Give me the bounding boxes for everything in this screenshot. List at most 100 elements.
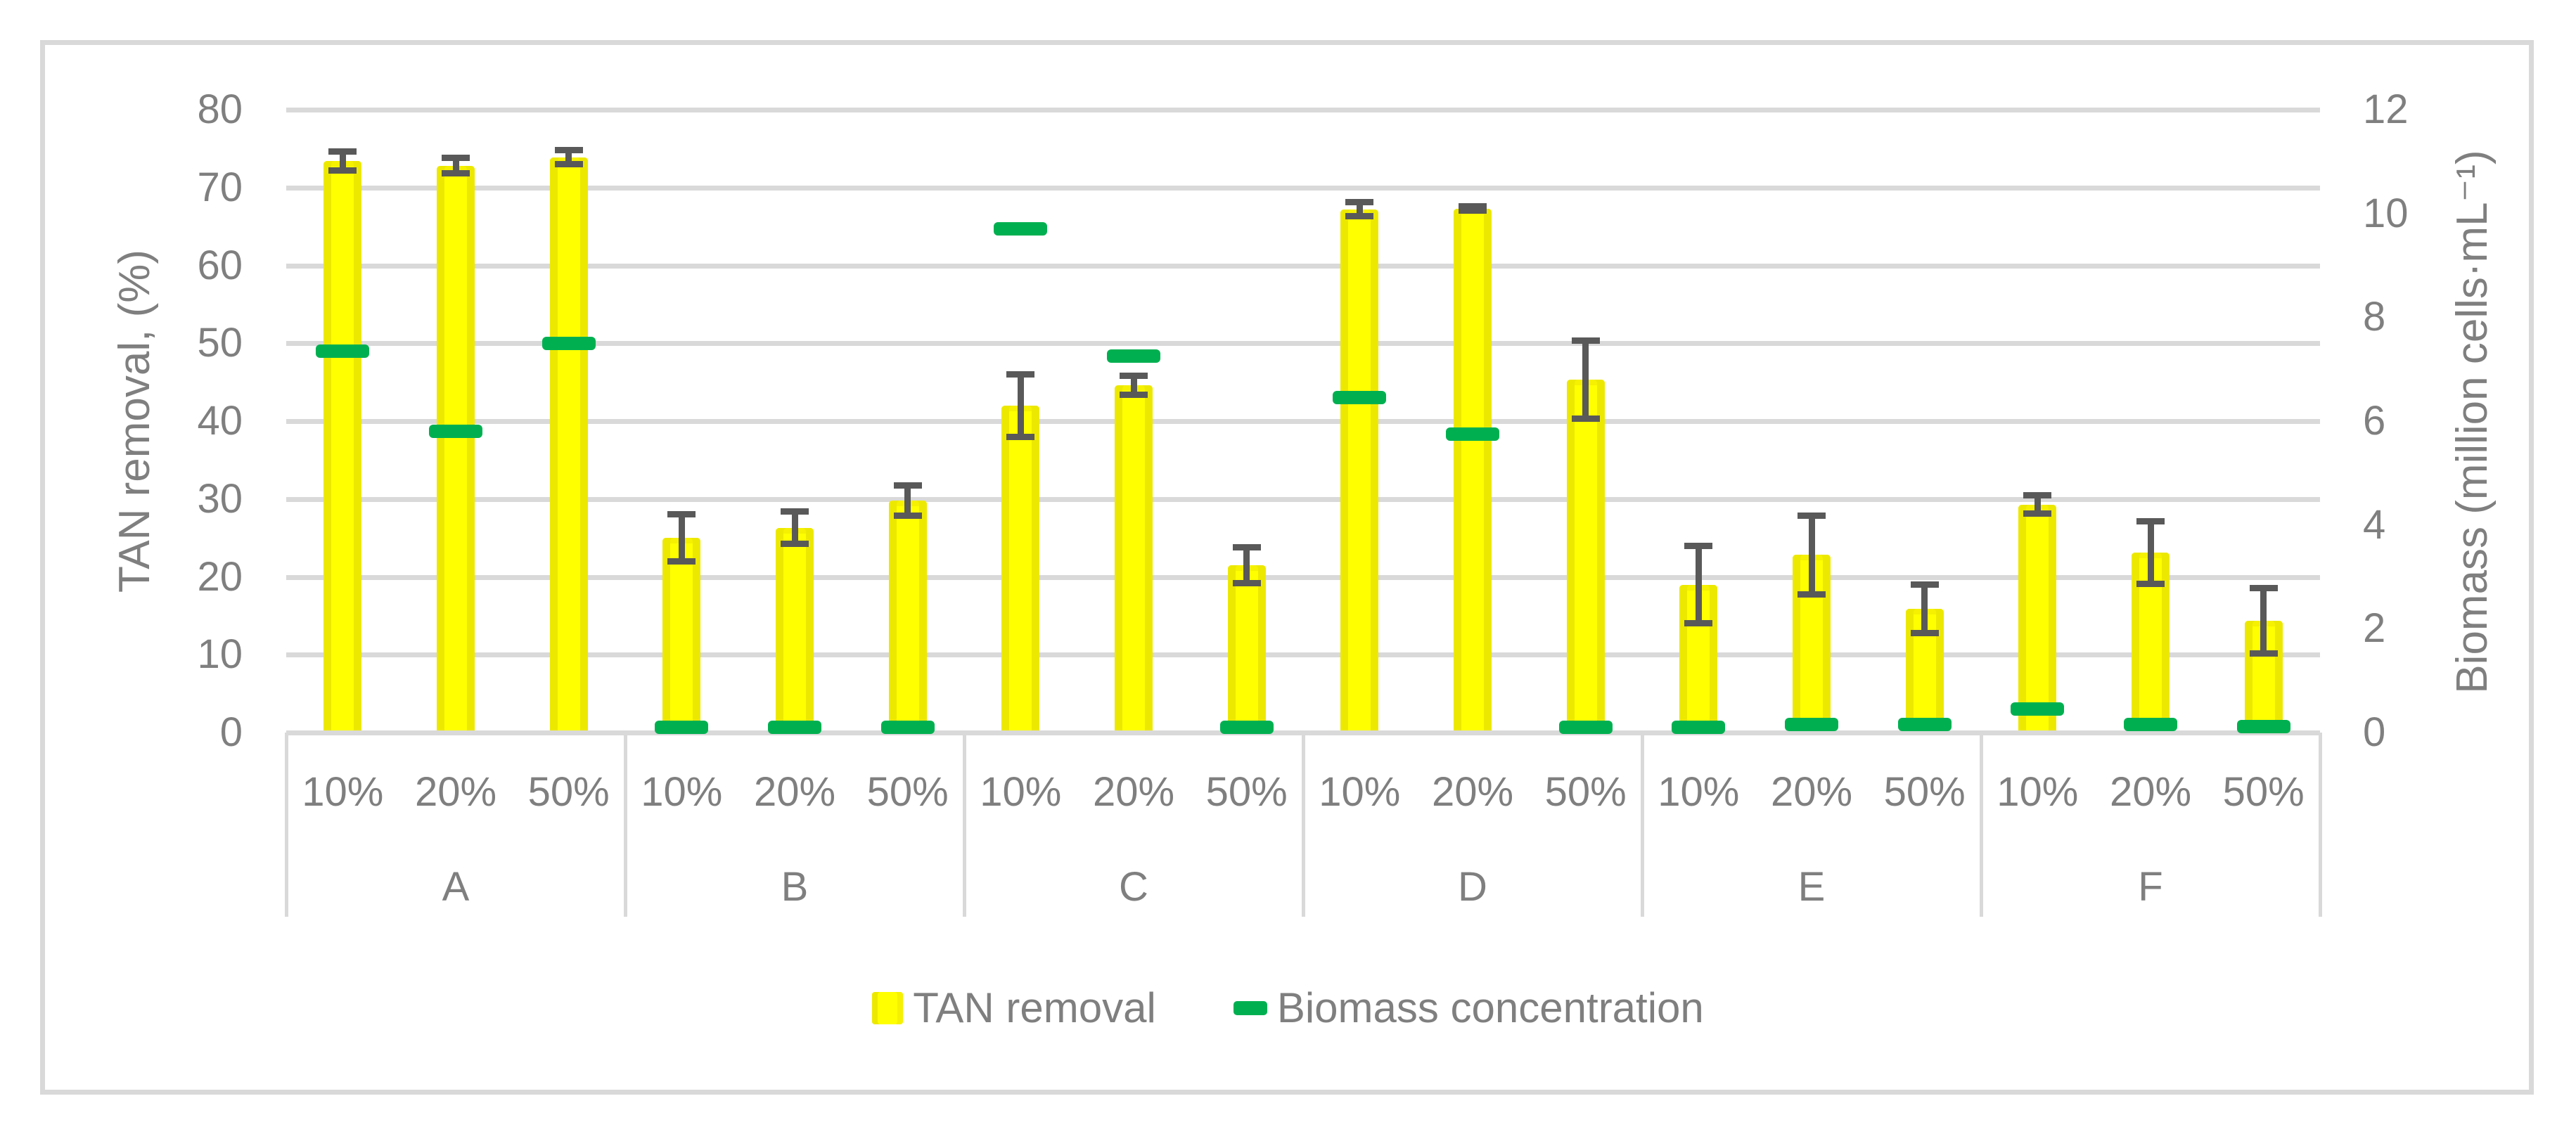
error-bar-cap-bottom bbox=[667, 558, 696, 565]
figure-border bbox=[40, 40, 2534, 1095]
error-bar-cap-top bbox=[1459, 202, 1487, 210]
left-axis-title: TAN removal, (%) bbox=[110, 249, 159, 593]
error-bar-cap-bottom bbox=[1910, 629, 1939, 636]
left-axis-tick: 40 bbox=[197, 398, 243, 444]
legend-label-biomass: Biomass concentration bbox=[1276, 984, 1704, 1031]
biomass-dash bbox=[1672, 721, 1726, 735]
subcategory-label: 10% bbox=[302, 769, 384, 815]
error-bar-line bbox=[1130, 375, 1137, 395]
error-bar-cap-bottom bbox=[1684, 620, 1713, 627]
subcategory-label: 10% bbox=[980, 769, 1062, 815]
subcategory-label: 10% bbox=[1658, 769, 1740, 815]
subcategory-label: 10% bbox=[1997, 769, 2079, 815]
error-bar-cap-bottom bbox=[1798, 591, 1826, 598]
tan-removal-bar bbox=[437, 165, 475, 734]
subcategory-label: 20% bbox=[2109, 769, 2192, 815]
error-bar-line bbox=[1356, 202, 1363, 217]
left-axis-tick: 50 bbox=[197, 320, 243, 366]
subcategory-label: 50% bbox=[1544, 769, 1627, 815]
biomass-dash bbox=[316, 344, 370, 358]
error-bar-cap-top bbox=[1571, 337, 1600, 344]
tan-removal-bar bbox=[888, 500, 927, 734]
error-bar-cap-top bbox=[2136, 518, 2165, 525]
legend-label-tan-removal: TAN removal bbox=[913, 984, 1156, 1031]
tan-removal-bar bbox=[1001, 405, 1040, 734]
error-bar-cap-bottom bbox=[554, 161, 583, 168]
biomass-dash bbox=[1897, 718, 1952, 732]
error-bar-line bbox=[1243, 547, 1250, 584]
error-bar-line bbox=[2147, 521, 2154, 584]
biomass-dash bbox=[429, 425, 482, 439]
category-divider bbox=[963, 733, 966, 917]
biomass-dash bbox=[1219, 721, 1274, 735]
error-bar-cap-top bbox=[1120, 373, 1148, 380]
tan-removal-bar bbox=[1566, 380, 1605, 734]
legend-item-tan-removal: TAN removal bbox=[872, 987, 1156, 1029]
error-bar-line bbox=[452, 157, 459, 174]
left-axis-tick: 0 bbox=[219, 709, 243, 755]
subcategory-label: 20% bbox=[414, 769, 497, 815]
error-bar-cap-bottom bbox=[2136, 580, 2165, 587]
left-axis-tick: 10 bbox=[197, 631, 243, 678]
gridline bbox=[286, 496, 2320, 502]
gridline bbox=[286, 108, 2320, 112]
error-bar-cap-bottom bbox=[2249, 650, 2278, 657]
biomass-dash bbox=[655, 721, 709, 735]
error-bar-cap-top bbox=[1684, 542, 1713, 549]
error-bar-cap-top bbox=[1006, 371, 1035, 378]
error-bar-cap-top bbox=[781, 508, 809, 515]
error-bar-line bbox=[904, 485, 911, 515]
tan-removal-bar bbox=[1115, 385, 1153, 734]
subcategory-label: 50% bbox=[527, 769, 610, 815]
biomass-dash bbox=[880, 721, 935, 735]
error-bar-cap-top bbox=[667, 511, 696, 518]
error-bar-line bbox=[2034, 495, 2041, 514]
left-axis-tick: 60 bbox=[197, 242, 243, 288]
subcategory-label: 10% bbox=[641, 769, 723, 815]
error-bar-cap-top bbox=[442, 155, 470, 162]
tan-removal-swatch-icon bbox=[872, 992, 904, 1024]
category-divider bbox=[2319, 733, 2322, 917]
error-bar-cap-bottom bbox=[442, 170, 470, 177]
tan-removal-bar bbox=[549, 157, 588, 734]
error-bar-cap-bottom bbox=[1345, 213, 1374, 220]
category-divider bbox=[1980, 733, 1983, 917]
group-label: A bbox=[442, 864, 470, 910]
error-bar-line bbox=[678, 514, 685, 562]
right-axis-tick: 8 bbox=[2363, 294, 2386, 340]
biomass-dash bbox=[1446, 427, 1499, 441]
gridline bbox=[286, 185, 2320, 191]
biomass-dash bbox=[2236, 719, 2290, 733]
right-axis-tick: 6 bbox=[2363, 398, 2386, 444]
error-bar-cap-top bbox=[1345, 199, 1374, 206]
error-bar-cap-bottom bbox=[2023, 510, 2052, 517]
right-axis-title: Biomass (million cells·mL⁻¹) bbox=[2448, 150, 2497, 694]
tan-removal-bar bbox=[1454, 208, 1492, 734]
error-bar-cap-top bbox=[2023, 491, 2052, 498]
error-bar-line bbox=[2260, 588, 2267, 654]
error-bar-line bbox=[339, 151, 346, 171]
subcategory-label: 20% bbox=[1431, 769, 1514, 815]
subcategory-label: 20% bbox=[753, 769, 836, 815]
category-divider bbox=[285, 733, 288, 917]
category-divider bbox=[1641, 733, 1644, 917]
tan-removal-bar bbox=[776, 527, 814, 734]
group-label: E bbox=[1798, 864, 1826, 910]
error-bar-cap-top bbox=[893, 482, 922, 489]
error-bar-cap-top bbox=[1910, 581, 1939, 588]
biomass-dash bbox=[1333, 391, 1387, 405]
error-bar-cap-bottom bbox=[1006, 433, 1035, 440]
group-label: D bbox=[1458, 864, 1487, 910]
biomass-dash bbox=[2124, 718, 2177, 732]
tan-removal-bar bbox=[662, 538, 701, 734]
right-axis-tick: 4 bbox=[2363, 501, 2386, 548]
biomass-dash bbox=[542, 336, 596, 350]
biomass-dash bbox=[1558, 721, 1613, 735]
tan-removal-bar bbox=[323, 161, 362, 734]
left-axis-tick: 30 bbox=[197, 475, 243, 522]
biomass-dash bbox=[994, 222, 1048, 236]
gridline bbox=[286, 341, 2320, 347]
tan-removal-bar bbox=[2018, 504, 2057, 734]
gridline bbox=[286, 419, 2320, 424]
